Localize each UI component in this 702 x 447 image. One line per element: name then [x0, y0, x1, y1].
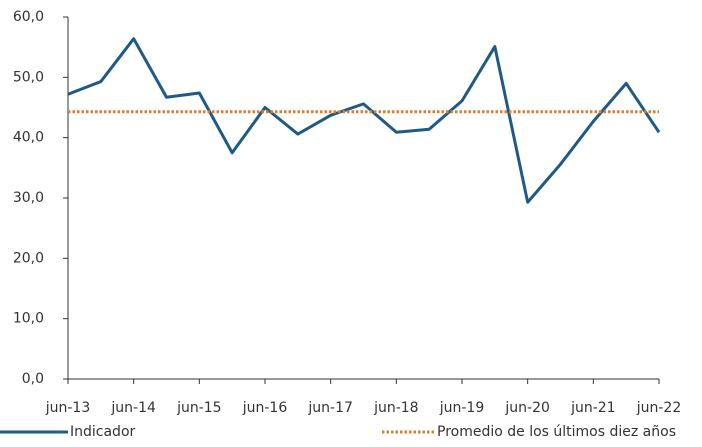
- y-tick-label: 20,0: [13, 250, 44, 266]
- x-tick-label: jun-21: [570, 400, 616, 416]
- y-tick-label: 10,0: [13, 311, 44, 327]
- x-tick-label: jun-18: [373, 400, 419, 416]
- x-tick-label: jun-20: [504, 400, 550, 416]
- x-tick-label: jun-19: [439, 400, 485, 416]
- x-tick-label: jun-16: [242, 400, 288, 416]
- indicator-line: [67, 37, 661, 204]
- y-tick-label: 50,0: [13, 69, 44, 85]
- x-tick-label: jun-22: [636, 400, 682, 416]
- x-tick-label: jun-17: [307, 400, 353, 416]
- x-tick-label: jun-15: [176, 400, 222, 416]
- y-tick-label: 0,0: [22, 371, 44, 387]
- legend-label: Indicador: [70, 424, 136, 440]
- x-tick-label: jun-14: [110, 400, 156, 416]
- x-tick-label: jun-13: [45, 400, 91, 416]
- legend-label: Promedio de los últimos diez años: [437, 424, 676, 440]
- y-tick-label: 40,0: [13, 130, 44, 146]
- y-tick-label: 30,0: [13, 190, 44, 206]
- y-tick-label: 60,0: [13, 9, 44, 25]
